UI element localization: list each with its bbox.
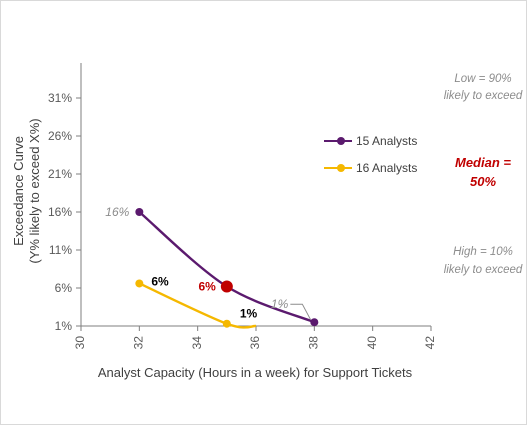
x-tick-label: 40	[365, 336, 379, 350]
data-point-15-analysts[interactable]	[310, 318, 319, 327]
x-axis-title: Analyst Capacity (Hours in a week) for S…	[98, 365, 413, 380]
median-marker[interactable]	[220, 280, 233, 293]
point-label: 16%	[105, 205, 129, 219]
x-tick-label: 38	[307, 336, 321, 350]
side-notes: Low = 90% likely to exceed Median = 50% …	[444, 73, 523, 276]
legend: 15 Analysts 16 Analysts	[324, 134, 417, 175]
median-note-line1: Median =	[455, 155, 511, 170]
low-note-line1: Low = 90%	[454, 73, 511, 85]
legend-label-16-analysts: 16 Analysts	[356, 161, 417, 175]
legend-item-16-analysts[interactable]: 16 Analysts	[324, 161, 417, 175]
point-label: 6%	[198, 279, 216, 293]
leader-line	[290, 303, 311, 320]
median-note-line2: 50%	[470, 174, 496, 189]
point-label: 1%	[240, 307, 258, 321]
x-tick-label: 36	[248, 336, 262, 350]
point-label: 6%	[151, 274, 169, 288]
y-tick-label: 26%	[48, 129, 72, 143]
legend-item-15-analysts[interactable]: 15 Analysts	[324, 134, 417, 148]
x-tick-label: 42	[423, 336, 437, 350]
legend-label-15-analysts: 15 Analysts	[356, 134, 417, 148]
y-tick-label: 16%	[48, 205, 72, 219]
point-label: 1%	[271, 297, 289, 311]
data-point-16-analysts[interactable]	[135, 279, 144, 288]
x-tick-label: 34	[190, 336, 204, 350]
high-note-line2: likely to exceed	[444, 264, 523, 276]
y-tick-label: 6%	[55, 281, 73, 295]
data-point-15-analysts[interactable]	[135, 208, 144, 216]
x-tick-label: 32	[132, 336, 146, 350]
y-tick-label: 11%	[49, 243, 72, 257]
y-axis-title-line2: (Y% likely to exceed X%)	[27, 118, 42, 263]
y-tick-label: 1%	[55, 319, 73, 333]
y-tick-label: 31%	[48, 91, 72, 105]
low-note-line2: likely to exceed	[444, 90, 523, 102]
data-point-16-analysts[interactable]	[222, 319, 231, 328]
y-tick-label: 21%	[48, 167, 72, 181]
high-note-line1: High = 10%	[453, 246, 513, 258]
y-axis-title: Exceedance Curve (Y% likely to exceed X%…	[11, 118, 42, 263]
x-tick-label: 30	[73, 336, 87, 350]
y-axis-title-line1: Exceedance Curve	[11, 136, 26, 246]
